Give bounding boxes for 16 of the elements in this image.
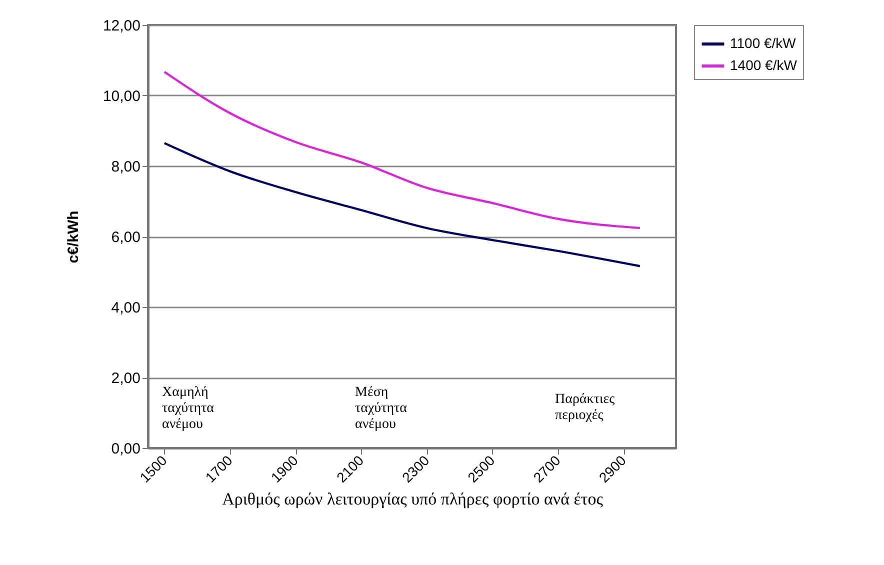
legend-label: 1400 €/kW xyxy=(730,57,798,73)
y-tick-label: 8,00 xyxy=(111,158,140,176)
line-series xyxy=(163,70,642,230)
y-axis-title: c€/kWh xyxy=(64,210,82,264)
y-tick-label: 10,00 xyxy=(102,88,140,105)
y-tick-label: 2,00 xyxy=(111,370,140,387)
y-tick-label: 0,00 xyxy=(111,440,140,458)
annotation: Μέση ταχύτητα ανέμου xyxy=(355,385,408,432)
x-axis-title: Αριθμός ωρών λειτουργίας υπό πλήρες φορτίο ανά έτος xyxy=(222,489,604,508)
y-tick-label: 12,00 xyxy=(102,18,140,34)
y-tick-label: 4,00 xyxy=(111,300,140,316)
annotation: Παράκτιες περιοχές xyxy=(555,392,616,423)
legend-label: 1100 €/kW xyxy=(730,35,797,51)
annotation: Χαμηλή ταχύτητα ανέμου xyxy=(162,385,215,432)
y-tick-label: 6,00 xyxy=(111,229,140,246)
line-series xyxy=(163,142,642,268)
